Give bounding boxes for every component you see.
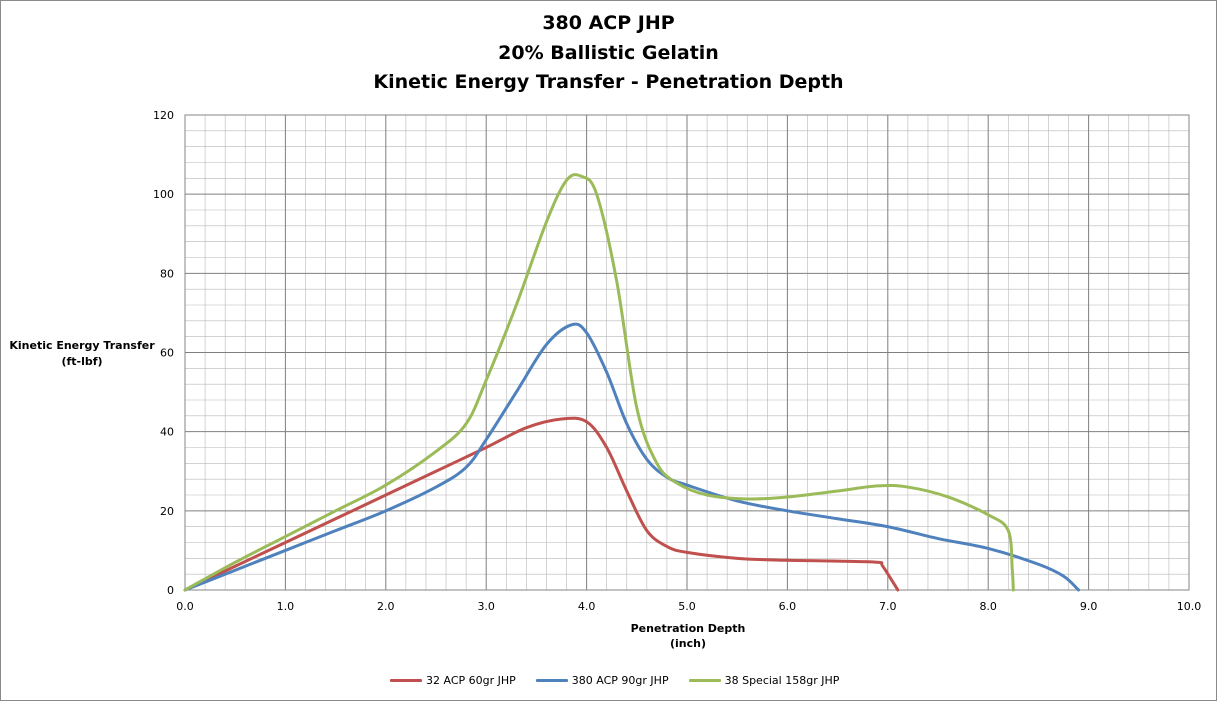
legend: 32 ACP 60gr JHP 380 ACP 90gr JHP 38 Spec…: [390, 672, 859, 688]
legend-label-380-acp: 380 ACP 90gr JHP: [571, 673, 669, 687]
y-tick-label: 0: [167, 584, 174, 597]
y-axis-label: Kinetic Energy Transfer (ft-lbf): [4, 338, 160, 370]
legend-item-38-special: 38 Special 158gr JHP: [688, 673, 840, 687]
y-tick-label: 20: [160, 505, 174, 518]
series-lines: [183, 173, 1081, 592]
x-tick-label: 10.0: [1177, 600, 1202, 613]
y-tick-label: 120: [153, 109, 174, 122]
y-axis-label-line-1: Kinetic Energy Transfer: [9, 339, 155, 352]
x-tick-label: 2.0: [377, 600, 395, 613]
series-line-38-special: [183, 173, 1015, 592]
y-axis-label-line-2: (ft-lbf): [61, 355, 103, 368]
y-tick-label: 60: [160, 347, 174, 360]
chart-title-line-1: 380 ACP JHP: [542, 12, 675, 34]
series-line-380-acp: [183, 322, 1081, 592]
legend-swatch-380-acp: [535, 678, 568, 682]
legend-item-32-acp: 32 ACP 60gr JHP: [390, 674, 516, 687]
x-tick-label: 3.0: [477, 600, 495, 613]
x-tick-label: 4.0: [578, 600, 596, 613]
x-tick-label: 1.0: [277, 600, 295, 613]
x-axis-label-line-2: (inch): [669, 637, 706, 650]
x-tick-label: 5.0: [678, 600, 696, 613]
x-tick-label: 6.0: [779, 600, 797, 613]
x-tick-label: 9.0: [1080, 600, 1098, 613]
plot-area: [184, 114, 1190, 591]
chart-title-line-3: Kinetic Energy Transfer - Penetration De…: [373, 71, 844, 93]
y-tick-label: 40: [160, 426, 174, 439]
legend-item-380-acp: 380 ACP 90gr JHP: [535, 673, 669, 687]
legend-swatch-32-acp: [390, 678, 422, 682]
legend-swatch-38-special: [688, 678, 721, 682]
legend-label-32-acp: 32 ACP 60gr JHP: [426, 673, 516, 687]
y-axis-ticks: 0 20 40 60 80 100 120: [153, 109, 174, 597]
x-tick-label: 0.0: [176, 600, 194, 613]
y-tick-label: 80: [160, 267, 174, 280]
y-tick-label: 100: [153, 188, 174, 201]
chart-title-line-2: 20% Ballistic Gelatin: [498, 42, 719, 64]
x-axis-label-line-1: Penetration Depth: [630, 622, 746, 635]
legend-label-38-special: 38 Special 158gr JHP: [724, 673, 840, 687]
x-axis-ticks: 0.0 1.0 2.0 3.0 4.0 5.0 6.0 7.0 8.0 9.0 10.0: [176, 600, 1201, 613]
series-line-32-acp: [183, 416, 900, 592]
x-tick-label: 8.0: [979, 600, 997, 613]
x-tick-label: 7.0: [879, 600, 897, 613]
x-axis-label: Penetration Depth (inch): [560, 621, 816, 651]
